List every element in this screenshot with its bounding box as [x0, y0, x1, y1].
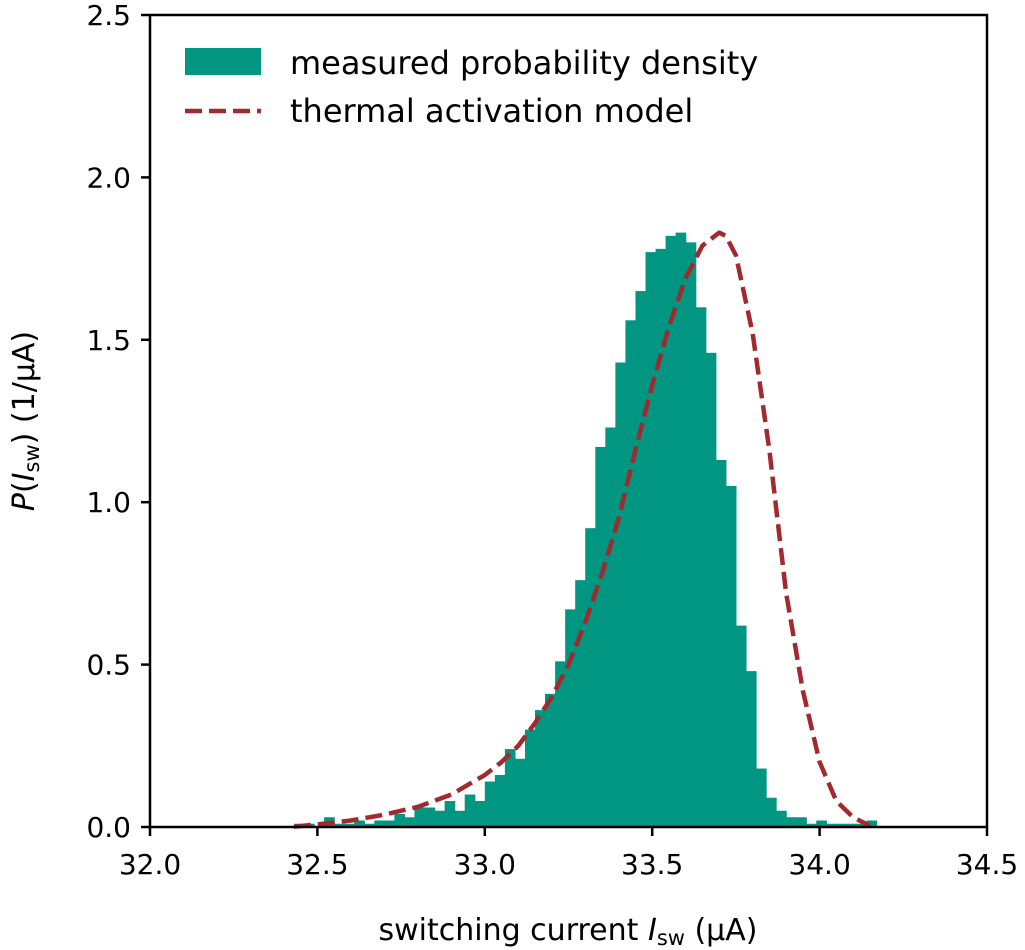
- histogram-bar: [344, 823, 355, 827]
- x-tick-label: 32.0: [119, 848, 181, 881]
- y-axis-label-unit: (1/μA): [7, 331, 42, 433]
- histogram-bar: [424, 807, 436, 827]
- histogram-bar: [806, 823, 817, 827]
- histogram-bar: [545, 693, 556, 827]
- histogram-bar: [675, 232, 687, 827]
- histogram-bar: [605, 427, 616, 827]
- histogram-bar: [745, 671, 757, 827]
- model-curve: [293, 230, 871, 829]
- histogram-bar: [414, 807, 426, 827]
- legend-label-histogram: measured probability density: [290, 44, 758, 82]
- histogram-bar: [384, 820, 395, 827]
- histogram-bar: [555, 661, 566, 827]
- histogram-bar: [715, 459, 727, 827]
- y-tick-label: 2.5: [86, 0, 131, 32]
- histogram-bar: [535, 710, 546, 827]
- x-axis-label: switching current Isw (μA): [378, 913, 757, 950]
- histogram-bar: [374, 820, 385, 827]
- histogram-bar: [645, 252, 657, 828]
- histogram-bar: [846, 823, 858, 827]
- histogram-bar: [474, 801, 486, 827]
- histogram-bar: [565, 609, 576, 827]
- histogram-bar: [735, 625, 747, 827]
- plot-frame: [148, 13, 989, 829]
- x-tick-label: 34.5: [956, 848, 1018, 881]
- y-axis-label-var: P: [7, 492, 42, 511]
- histogram-bar: [404, 817, 416, 827]
- legend-label-model: thermal activation model: [290, 92, 693, 130]
- histogram-bar: [354, 820, 365, 827]
- x-tick-label: 33.0: [454, 848, 516, 881]
- histogram-bar: [866, 820, 878, 827]
- histogram-bar: [334, 823, 345, 827]
- y-tick-label: 0.0: [86, 811, 131, 844]
- y-tick-label: 1.0: [86, 486, 131, 519]
- y-tick-label: 1.5: [86, 324, 131, 357]
- histogram-bar: [514, 758, 526, 827]
- x-tick-label: 32.5: [286, 848, 348, 881]
- histogram-bar: [685, 242, 697, 828]
- histogram-bar: [725, 485, 737, 827]
- y-tick-label: 0.5: [86, 649, 131, 682]
- x-axis-label-unit: (μA): [685, 913, 758, 948]
- histogram-bar: [635, 291, 647, 828]
- histogram-bar: [394, 814, 406, 827]
- histogram-bar: [595, 446, 606, 827]
- x-axis-label-sub: sw: [657, 926, 685, 950]
- y-axis-label-close: ): [7, 433, 42, 445]
- histogram-bar: [695, 307, 707, 827]
- histogram-bar: [585, 528, 596, 827]
- histogram-bar: [665, 235, 677, 828]
- y-axis-label-sub: sw: [20, 444, 44, 472]
- histogram-bar: [776, 810, 787, 827]
- histogram-bar: [766, 797, 777, 827]
- histogram-bar: [504, 749, 516, 827]
- histogram-bar: [836, 823, 847, 827]
- histogram-bar: [856, 823, 868, 827]
- histogram-bar: [575, 580, 586, 827]
- histogram-bar: [434, 810, 446, 827]
- histogram-bar: [826, 823, 837, 827]
- histogram-bar: [454, 810, 466, 827]
- histogram-bar: [444, 801, 456, 827]
- histogram-bar: [796, 817, 807, 827]
- histogram-bar: [464, 794, 476, 827]
- y-axis-ticks: 0.0 0.5 1.0 1.5 2.0 2.5: [86, 0, 150, 844]
- legend-swatch-histogram: [185, 48, 261, 75]
- histogram-bar: [364, 823, 375, 827]
- y-tick-label: 2.0: [86, 161, 131, 194]
- x-tick-label: 33.5: [621, 848, 683, 881]
- legend: measured probability density thermal act…: [185, 44, 758, 130]
- histogram-bar: [524, 729, 536, 827]
- x-axis-label-text: switching current: [378, 913, 647, 948]
- x-axis-label-var: I: [648, 913, 657, 948]
- histogram-bars: [293, 232, 878, 828]
- x-axis-ticks: 32.0 32.5 33.0 33.5 34.0 34.5: [119, 827, 1018, 881]
- histogram-bar: [625, 320, 637, 827]
- model-curve-layer: [293, 230, 871, 829]
- histogram-bar: [655, 248, 667, 828]
- histogram-bar: [816, 820, 827, 827]
- histogram-bar: [494, 775, 506, 827]
- x-tick-label: 34.0: [788, 848, 850, 881]
- histogram-bar: [705, 352, 717, 827]
- histogram-bar: [755, 768, 767, 827]
- y-axis-label-open: (: [7, 481, 42, 493]
- histogram-bar: [786, 817, 797, 827]
- y-axis-label-inner-var: I: [7, 472, 42, 481]
- histogram-bar: [484, 781, 496, 827]
- histogram-bar: [615, 362, 627, 827]
- y-axis-label: P(Isw) (1/μA): [7, 331, 44, 511]
